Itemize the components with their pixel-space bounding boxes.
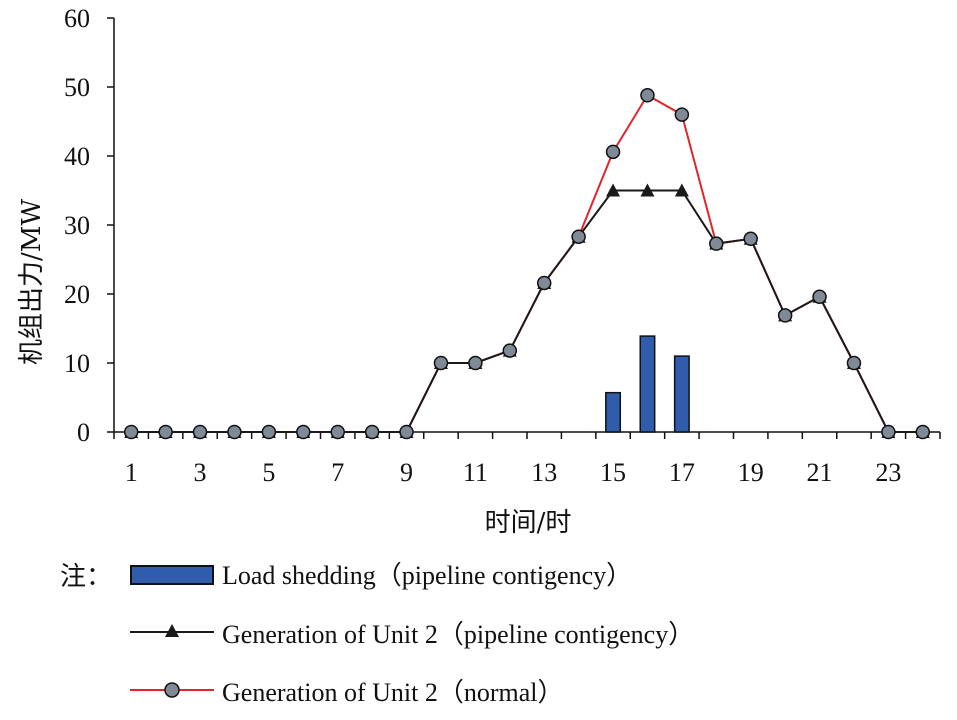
- triangle-marker: [606, 183, 621, 197]
- series-line-normal: [131, 93, 923, 433]
- y-tick-label: 60: [64, 4, 90, 33]
- circle-marker: [571, 229, 586, 244]
- circle-marker: [502, 343, 518, 358]
- legend-note: 注：: [60, 562, 113, 592]
- circle-marker: [640, 88, 655, 103]
- y-tick-label: 0: [77, 418, 90, 447]
- circle-marker: [158, 424, 173, 440]
- x-tick-label: 15: [600, 458, 626, 487]
- x-tick-label: 11: [463, 458, 488, 487]
- bar: [605, 391, 622, 433]
- y-tick-label: 10: [64, 349, 90, 378]
- legend-swatch-contingency: [130, 617, 214, 647]
- circle-marker: [915, 424, 931, 440]
- circle-marker: [123, 424, 139, 440]
- legend-swatch-bar: [130, 558, 214, 588]
- x-tick-label: 23: [875, 458, 901, 487]
- legend-item-contingency: Generation of Unit 2（pipeline contigency…: [130, 612, 694, 652]
- circle-marker: [227, 424, 242, 440]
- legend-item-load-shedding: Load shedding（pipeline contigency）: [130, 553, 632, 593]
- line-series: [123, 88, 931, 440]
- circle-marker: [261, 424, 277, 440]
- x-axis: 1 3 5 7 9 11 13 15 17 19 21 23: [113, 431, 941, 487]
- series-line-contingency: [131, 189, 923, 433]
- bar-series: [605, 335, 690, 433]
- bar: [639, 335, 656, 433]
- x-tick-label: 7: [331, 458, 344, 487]
- x-tick-label: 21: [807, 458, 833, 487]
- circle-marker: [468, 355, 483, 371]
- circle-marker-icon: [130, 682, 214, 698]
- circle-marker: [192, 424, 208, 440]
- x-tick-label: 19: [738, 458, 764, 487]
- circle-marker: [536, 275, 552, 291]
- y-tick-label: 30: [64, 211, 90, 240]
- circle-marker: [881, 424, 896, 440]
- y-tick-label: 50: [64, 73, 90, 102]
- x-tick-label: 17: [669, 458, 695, 487]
- circle-marker: [709, 236, 724, 251]
- circle-marker: [364, 424, 380, 440]
- x-tick-label: 3: [194, 458, 207, 487]
- legend-label-load-shedding: Load shedding（pipeline contigency）: [222, 560, 633, 590]
- circle-marker: [743, 231, 758, 247]
- circle-marker: [330, 424, 345, 440]
- triangle-marker-icon: [130, 624, 214, 637]
- x-tick-label: 5: [262, 458, 275, 487]
- legend-item-normal: Generation of Unit 2（normal）: [130, 670, 564, 710]
- circle-marker: [846, 355, 862, 371]
- triangle-marker: [674, 183, 689, 197]
- legend-label-normal: Generation of Unit 2（normal）: [222, 677, 564, 707]
- x-tick-label: 13: [531, 458, 557, 487]
- circle-marker: [605, 144, 621, 160]
- x-tick-label: 9: [400, 458, 413, 487]
- x-tick-label: 1: [125, 458, 138, 487]
- x-axis-title: 时间/时: [485, 508, 572, 538]
- circle-marker: [777, 308, 793, 323]
- triangle-marker: [640, 183, 655, 197]
- legend-swatch-normal: [130, 675, 214, 705]
- y-tick-label: 20: [64, 280, 90, 309]
- circle-marker: [812, 289, 827, 305]
- circle-marker: [399, 424, 414, 440]
- y-axis-title: 机组出力/MW: [17, 199, 47, 365]
- bar: [673, 355, 690, 433]
- circle-marker: [296, 424, 311, 440]
- y-axis: 0 10 20 30 40 50 60: [64, 4, 115, 447]
- circle-marker: [674, 107, 690, 122]
- circle-marker: [433, 355, 449, 371]
- legend-label-contingency: Generation of Unit 2（pipeline contigency…: [222, 619, 695, 649]
- y-tick-label: 40: [64, 142, 90, 171]
